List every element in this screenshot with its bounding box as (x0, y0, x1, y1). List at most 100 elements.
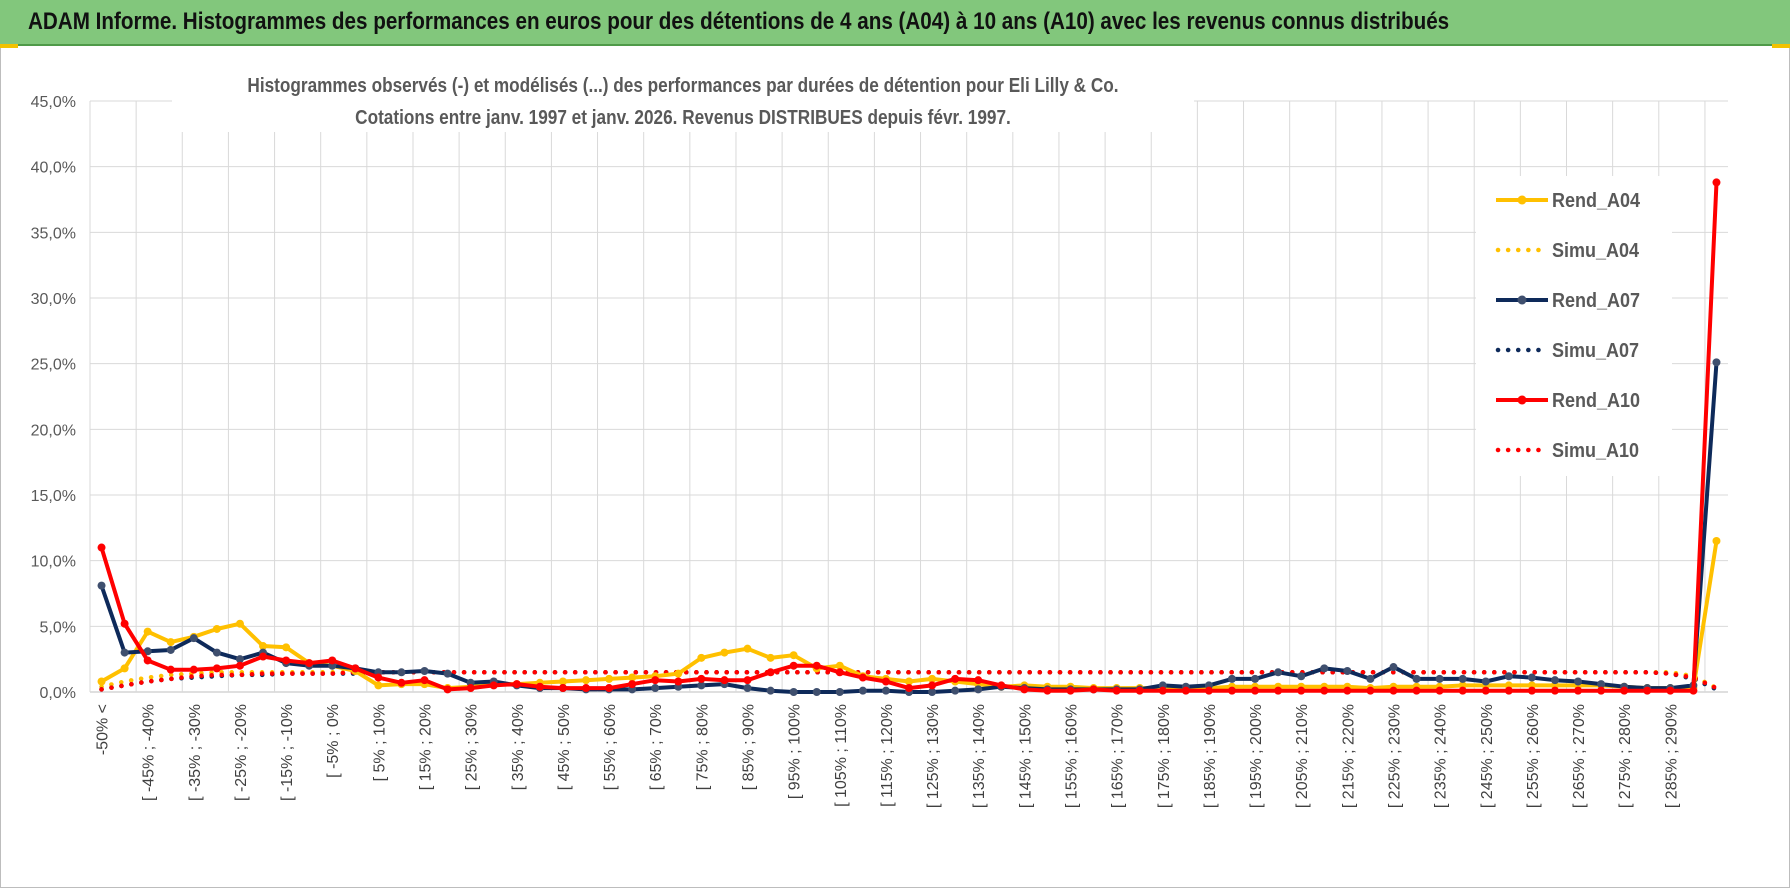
data-point-Rend_A10 (97, 543, 106, 552)
data-point-Rend_A10 (881, 677, 890, 686)
data-point-Rend_A04 (928, 674, 937, 683)
legend-item-Rend_A07: Rend_A07 (1496, 290, 1640, 312)
data-point-Rend_A07 (143, 647, 152, 656)
x-tick-label: -50% < (95, 704, 112, 755)
legend-item-Rend_A04: Rend_A04 (1496, 190, 1640, 212)
y-tick-label: 10,0% (31, 554, 76, 571)
data-point-Rend_A10 (905, 684, 913, 693)
series-Simu_A10 (99, 670, 1719, 692)
data-point-Rend_A10 (328, 656, 337, 665)
x-tick-label: [ -35% ; -30% (187, 704, 204, 801)
data-point-Rend_A10 (997, 681, 1006, 690)
x-tick-label: [ 285% ; 290% (1663, 704, 1680, 808)
data-point-Rend_A10 (1550, 686, 1559, 695)
data-point-Rend_A10 (1112, 686, 1121, 695)
x-tick-label: [ 155% ; 160% (1063, 704, 1080, 808)
data-point-Rend_A10 (558, 684, 567, 693)
legend-marker (1517, 195, 1527, 205)
data-point-Rend_A10 (1666, 686, 1675, 695)
data-point-Rend_A10 (235, 661, 244, 670)
data-point-Rend_A07 (1574, 677, 1583, 686)
data-point-Rend_A10 (812, 661, 821, 670)
data-point-Rend_A04 (212, 624, 221, 633)
y-tick-label: 5,0% (40, 619, 76, 636)
data-point-Rend_A07 (1458, 674, 1467, 683)
data-point-Rend_A07 (420, 666, 429, 675)
x-tick-label: [ 175% ; 180% (1156, 704, 1173, 808)
legend-label: Rend_A10 (1552, 390, 1640, 412)
x-tick-label: [ 245% ; 250% (1479, 704, 1496, 808)
data-point-Rend_A10 (1481, 686, 1490, 695)
data-point-Rend_A04 (697, 653, 706, 662)
data-point-Rend_A04 (835, 661, 844, 670)
data-point-Rend_A07 (1597, 680, 1606, 689)
data-point-Rend_A10 (605, 684, 614, 693)
x-tick-label: [ 55% ; 60% (602, 704, 619, 790)
legend-background (1476, 176, 1672, 476)
data-point-Rend_A10 (535, 682, 544, 691)
x-tick-label: [ 85% ; 90% (741, 704, 758, 790)
data-point-Rend_A07 (1389, 663, 1398, 672)
y-tick-label: 35,0% (31, 225, 76, 242)
data-point-Rend_A07 (1435, 674, 1444, 683)
data-point-Rend_A04 (905, 677, 913, 686)
data-point-Rend_A04 (374, 681, 383, 690)
data-point-Rend_A10 (1366, 686, 1375, 695)
data-point-Rend_A10 (420, 676, 429, 685)
legend-item-Simu_A04: Simu_A04 (1495, 240, 1639, 262)
data-point-Rend_A10 (1389, 686, 1398, 695)
frame-corner-accent (1772, 44, 1790, 48)
data-point-Rend_A04 (97, 677, 106, 686)
x-tick-label: [ 5% ; 10% (371, 704, 388, 781)
y-tick-label: 20,0% (31, 422, 76, 439)
legend-label: Rend_A07 (1552, 290, 1640, 312)
legend-item-Rend_A10: Rend_A10 (1496, 390, 1640, 412)
data-point-Rend_A10 (512, 680, 521, 689)
data-point-Rend_A07 (1320, 664, 1329, 673)
data-point-Rend_A10 (720, 676, 729, 685)
chart-title: Histogrammes observés (-) et modélisés (… (247, 74, 1118, 97)
data-point-Rend_A10 (397, 678, 406, 687)
data-point-Rend_A10 (1227, 686, 1236, 695)
legend-label: Simu_A10 (1552, 440, 1639, 462)
data-point-Rend_A04 (120, 664, 129, 673)
x-tick-label: [ 235% ; 240% (1433, 704, 1450, 808)
data-point-Rend_A10 (928, 681, 937, 690)
data-point-Rend_A10 (259, 652, 268, 661)
data-point-Rend_A07 (1550, 676, 1559, 685)
data-point-Rend_A07 (974, 685, 983, 694)
data-point-Rend_A10 (674, 677, 683, 686)
data-point-Rend_A07 (789, 688, 798, 696)
data-point-Rend_A04 (143, 627, 152, 636)
x-tick-label: [ 65% ; 70% (648, 704, 665, 790)
x-tick-label: [ 15% ; 20% (418, 704, 435, 790)
data-point-Rend_A10 (1320, 686, 1329, 695)
data-point-Rend_A07 (1412, 674, 1421, 683)
data-point-Rend_A04 (582, 676, 591, 685)
legend-marker (1517, 395, 1527, 405)
data-point-Rend_A10 (1158, 686, 1167, 695)
x-tick-label: [ 265% ; 270% (1571, 704, 1588, 808)
data-point-Rend_A07 (235, 655, 244, 664)
data-point-Rend_A10 (143, 656, 152, 665)
data-point-Rend_A10 (835, 668, 844, 677)
data-point-Rend_A07 (1227, 674, 1236, 683)
data-point-Rend_A10 (789, 661, 798, 670)
data-point-Rend_A10 (1043, 686, 1052, 695)
x-tick-label: [ 95% ; 100% (787, 704, 804, 799)
data-point-Rend_A10 (1620, 686, 1629, 695)
data-point-Rend_A07 (881, 686, 890, 695)
data-point-Rend_A10 (1689, 686, 1698, 695)
data-point-Rend_A10 (351, 664, 360, 673)
data-point-Rend_A10 (1204, 686, 1213, 695)
data-point-Rend_A10 (1274, 686, 1283, 695)
x-tick-label: [ 115% ; 120% (879, 704, 896, 807)
x-tick-label: [ 45% ; 50% (556, 704, 573, 790)
data-point-Rend_A07 (1251, 674, 1260, 683)
x-tick-label: [ -45% ; -40% (141, 704, 158, 801)
data-point-Rend_A10 (1643, 686, 1652, 695)
x-tick-label: [ 105% ; 110% (833, 704, 850, 807)
data-point-Rend_A10 (1020, 685, 1029, 694)
data-point-Rend_A10 (189, 665, 198, 674)
data-point-Rend_A10 (1251, 686, 1260, 695)
